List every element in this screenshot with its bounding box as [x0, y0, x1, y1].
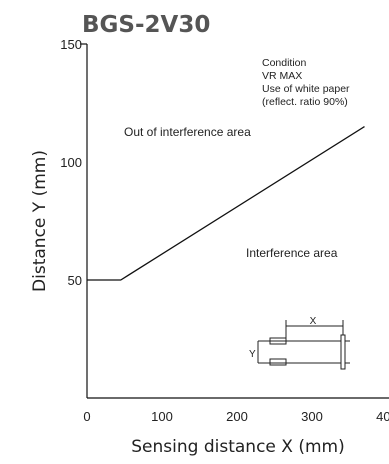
condition-line-4: (reflect. ratio 90%) — [262, 96, 348, 108]
y-tick-label: 50 — [68, 273, 82, 288]
condition-line-2: VR MAX — [262, 70, 302, 82]
x-axis-label: Sensing distance X (mm) — [131, 437, 344, 457]
x-tick-label: 100 — [151, 409, 173, 424]
y-axis-label: Distance Y (mm) — [30, 150, 50, 292]
diagram-receiver — [269, 358, 287, 366]
condition-line-3: Use of white paper — [262, 83, 350, 95]
diagram-target — [340, 334, 346, 370]
out-of-interference-label: Out of interference area — [124, 125, 251, 139]
diagram-x-label: X — [310, 316, 317, 327]
condition-line-1: Condition — [262, 57, 307, 69]
x-ticks: 0 100 200 300 400 — [83, 409, 389, 424]
x-tick-label: 400 — [376, 409, 389, 424]
chart-title: BGS-2V30 — [82, 12, 210, 38]
x-tick-label: 300 — [301, 409, 323, 424]
condition-note: Condition VR MAX Use of white paper (ref… — [262, 57, 350, 108]
y-tick-label: 100 — [60, 155, 82, 170]
plot-frame — [80, 43, 389, 399]
diagram-y-label: Y — [249, 349, 256, 360]
interference-area-label: Interference area — [246, 246, 338, 260]
sensor-diagram: X Y — [249, 316, 350, 370]
x-tick-label: 0 — [83, 409, 90, 424]
series-layer — [87, 126, 365, 281]
x-tick-label: 200 — [226, 409, 248, 424]
series-line — [87, 126, 365, 281]
y-tick-label: 150 — [60, 37, 82, 52]
y-ticks: 50 100 150 — [60, 37, 82, 288]
